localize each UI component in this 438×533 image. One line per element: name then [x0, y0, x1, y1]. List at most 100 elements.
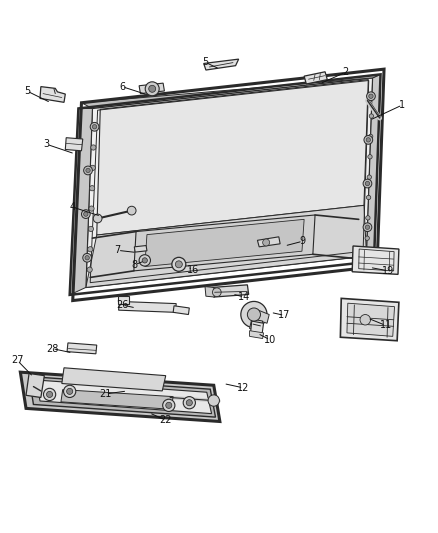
- Circle shape: [92, 125, 97, 130]
- Circle shape: [369, 114, 374, 118]
- Text: 3: 3: [43, 139, 49, 149]
- Circle shape: [208, 395, 219, 406]
- Polygon shape: [173, 306, 189, 314]
- Text: 12: 12: [237, 383, 250, 393]
- Circle shape: [93, 214, 102, 223]
- Text: 7: 7: [115, 245, 121, 255]
- Polygon shape: [212, 285, 249, 297]
- Text: 17: 17: [278, 310, 291, 320]
- Circle shape: [89, 185, 95, 191]
- Polygon shape: [250, 319, 263, 332]
- Circle shape: [88, 247, 93, 252]
- Circle shape: [186, 400, 192, 406]
- Circle shape: [43, 389, 56, 400]
- Circle shape: [149, 85, 155, 92]
- Polygon shape: [65, 138, 83, 151]
- Polygon shape: [29, 376, 215, 417]
- Circle shape: [90, 123, 99, 131]
- Polygon shape: [62, 368, 166, 391]
- Polygon shape: [134, 246, 147, 252]
- Circle shape: [241, 302, 267, 328]
- Circle shape: [91, 145, 96, 150]
- Polygon shape: [254, 310, 269, 323]
- Circle shape: [84, 212, 88, 216]
- Polygon shape: [304, 72, 327, 84]
- Circle shape: [365, 236, 369, 240]
- Polygon shape: [61, 390, 173, 409]
- Polygon shape: [145, 220, 304, 266]
- Text: 21: 21: [99, 389, 112, 399]
- Circle shape: [89, 206, 94, 211]
- Circle shape: [367, 175, 371, 179]
- Circle shape: [365, 181, 370, 185]
- Text: 4: 4: [70, 202, 76, 212]
- Circle shape: [84, 166, 92, 175]
- Circle shape: [67, 389, 73, 394]
- Circle shape: [85, 256, 89, 260]
- Circle shape: [87, 267, 92, 272]
- Circle shape: [46, 391, 53, 398]
- Circle shape: [92, 125, 97, 129]
- Circle shape: [368, 155, 372, 159]
- Text: 10: 10: [264, 335, 276, 345]
- Circle shape: [366, 216, 370, 220]
- Text: 11: 11: [380, 320, 392, 330]
- Polygon shape: [86, 78, 373, 287]
- Circle shape: [365, 225, 370, 229]
- Circle shape: [90, 165, 95, 171]
- Polygon shape: [78, 75, 381, 108]
- Polygon shape: [250, 330, 264, 338]
- Circle shape: [166, 402, 172, 408]
- Circle shape: [64, 385, 76, 398]
- Polygon shape: [340, 298, 399, 341]
- Polygon shape: [119, 302, 176, 312]
- Circle shape: [370, 93, 374, 98]
- Polygon shape: [40, 87, 65, 102]
- Text: 1: 1: [399, 100, 406, 110]
- Polygon shape: [204, 59, 239, 70]
- Polygon shape: [97, 79, 368, 235]
- Circle shape: [81, 210, 90, 219]
- Text: 6: 6: [119, 82, 125, 92]
- Circle shape: [369, 94, 373, 99]
- Circle shape: [368, 134, 373, 139]
- Text: 28: 28: [46, 344, 58, 353]
- Circle shape: [247, 308, 261, 321]
- Polygon shape: [86, 205, 367, 287]
- Polygon shape: [352, 246, 399, 274]
- Polygon shape: [134, 215, 315, 271]
- Circle shape: [360, 314, 371, 325]
- Polygon shape: [20, 372, 220, 422]
- Circle shape: [363, 179, 372, 188]
- Circle shape: [367, 92, 375, 101]
- Polygon shape: [26, 374, 44, 398]
- Circle shape: [183, 397, 195, 409]
- Polygon shape: [70, 108, 92, 295]
- Circle shape: [172, 257, 186, 271]
- Circle shape: [212, 288, 221, 297]
- Text: 26: 26: [116, 300, 128, 310]
- Text: 16: 16: [187, 265, 199, 275]
- Text: 27: 27: [11, 356, 24, 365]
- Text: 14: 14: [238, 292, 251, 302]
- Polygon shape: [118, 296, 130, 304]
- Circle shape: [162, 399, 175, 411]
- Circle shape: [145, 82, 159, 96]
- Polygon shape: [367, 75, 381, 261]
- Circle shape: [363, 223, 372, 231]
- Polygon shape: [258, 237, 280, 247]
- Text: 19: 19: [382, 266, 395, 276]
- Circle shape: [139, 255, 150, 266]
- Polygon shape: [36, 380, 212, 414]
- Circle shape: [367, 195, 371, 200]
- Circle shape: [88, 227, 94, 231]
- Text: 8: 8: [132, 260, 138, 270]
- Text: 2: 2: [343, 67, 349, 77]
- Text: 5: 5: [24, 86, 30, 96]
- Polygon shape: [205, 287, 215, 297]
- Polygon shape: [251, 321, 264, 336]
- Circle shape: [263, 239, 270, 246]
- Text: 22: 22: [159, 415, 172, 425]
- Circle shape: [142, 258, 148, 263]
- Circle shape: [83, 253, 92, 262]
